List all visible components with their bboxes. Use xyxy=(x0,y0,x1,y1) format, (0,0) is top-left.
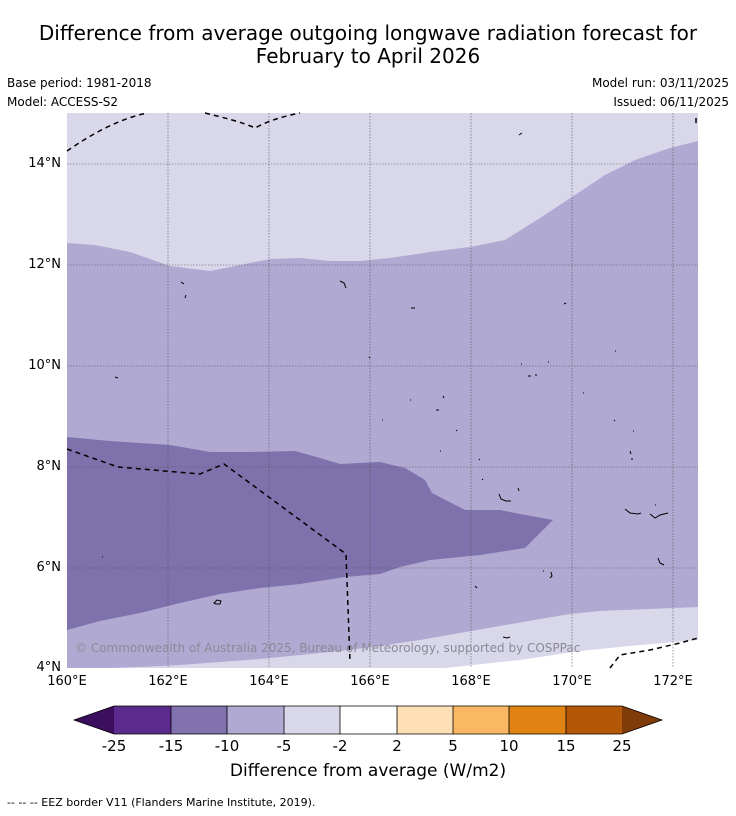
colorbar-outline xyxy=(72,705,664,735)
colorbar-tick: 25 xyxy=(612,737,632,755)
chart-title: Difference from average outgoing longwav… xyxy=(0,22,736,68)
colorbar-tick: 10 xyxy=(499,737,519,755)
x-label-170e: 170°E xyxy=(552,674,592,689)
y-label-4n: 4°N xyxy=(36,660,62,675)
colorbar-tick: -5 xyxy=(276,737,292,755)
colorbar-tick: 2 xyxy=(392,737,402,755)
meta-right: Model run: 03/11/2025 Issued: 06/11/2025 xyxy=(592,74,729,112)
colorbar xyxy=(72,705,664,735)
y-label-14n: 14°N xyxy=(28,156,61,171)
colorbar-tick: 15 xyxy=(556,737,576,755)
y-label-8n: 8°N xyxy=(36,459,62,474)
colorbar-tick: -15 xyxy=(158,737,184,755)
band-minus15-to-minus10 xyxy=(67,437,553,630)
colorbar-tick: -2 xyxy=(332,737,348,755)
model-run: Model run: 03/11/2025 xyxy=(591,76,729,90)
footnote: -- -- -- EEZ border V11 (Flanders Marine… xyxy=(7,796,316,809)
title-line-1: Difference from average outgoing longwav… xyxy=(38,21,698,45)
colorbar-tick: 5 xyxy=(448,737,458,755)
x-label-162e: 162°E xyxy=(148,674,188,689)
islands xyxy=(102,132,669,639)
colorbar-label: Difference from average (W/m2) xyxy=(229,761,507,781)
colorbar-arrow-left xyxy=(74,706,114,734)
x-label-166e: 166°E xyxy=(350,674,390,689)
model-name: Model: ACCESS-S2 xyxy=(7,95,119,109)
colorbar-swatch-4 xyxy=(284,706,340,734)
colorbar-tick: -25 xyxy=(101,737,127,755)
y-label-6n: 6°N xyxy=(36,560,62,575)
title-line-2: February to April 2026 xyxy=(255,44,481,68)
colorbar-arrow-right xyxy=(622,706,662,734)
band-minus2-to-2 xyxy=(445,640,698,668)
gridlines xyxy=(67,113,698,668)
base-period: Base period: 1981-2018 xyxy=(7,76,152,90)
colorbar-swatch-5 xyxy=(340,706,397,734)
issued-date: Issued: 06/11/2025 xyxy=(613,95,729,109)
copyright-notice: © Commonwealth of Australia 2025, Bureau… xyxy=(75,641,581,655)
colorbar-swatch-1 xyxy=(114,706,171,734)
colorbar-tick: -10 xyxy=(214,737,240,755)
x-label-172e: 172°E xyxy=(653,674,693,689)
y-label-10n: 10°N xyxy=(28,358,61,373)
colorbar-swatch-9 xyxy=(566,706,622,734)
colorbar-swatch-3 xyxy=(227,706,284,734)
eez-borders xyxy=(66,112,699,669)
x-label-160e: 160°E xyxy=(47,674,87,689)
x-label-168e: 168°E xyxy=(451,674,491,689)
colorbar-swatch-7 xyxy=(453,706,509,734)
x-label-164e: 164°E xyxy=(249,674,289,689)
meta-left: Base period: 1981-2018 Model: ACCESS-S2 xyxy=(7,74,152,112)
colorbar-swatch-6 xyxy=(397,706,453,734)
colorbar-swatch-2 xyxy=(171,706,227,734)
y-label-12n: 12°N xyxy=(28,257,61,272)
colorbar-swatch-8 xyxy=(509,706,566,734)
